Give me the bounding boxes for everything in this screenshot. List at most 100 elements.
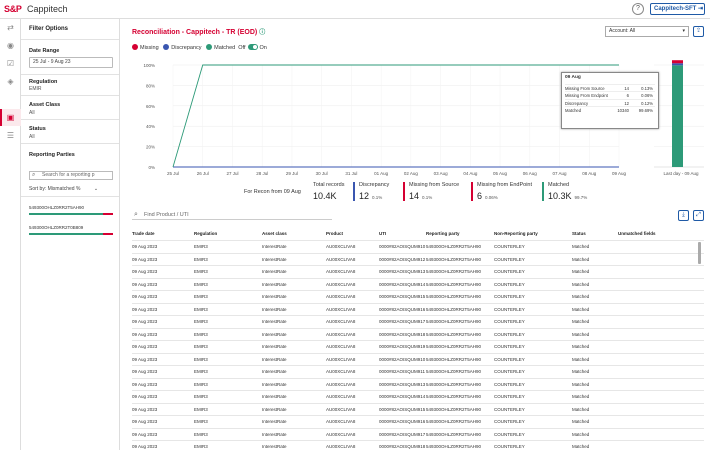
table-row[interactable]: 09 Aug 2023 EMIR3 InterestRate AU00XCLIVA8 0… (132, 429, 704, 441)
date-range-input[interactable]: 25 Jul - 9 Aug 23 (29, 57, 113, 68)
table-row[interactable]: 09 Aug 2023 EMIR3 InterestRate AU00XCLIVA8 0… (132, 266, 704, 279)
column-header[interactable]: UTI (379, 231, 387, 236)
expand-button[interactable]: ⤢ (693, 210, 704, 221)
column-header[interactable]: Reporting party (426, 231, 460, 236)
party-search-input[interactable]: Search for a reporting p (29, 171, 113, 180)
find-input[interactable]: Find Product / UTI (132, 210, 332, 220)
table-cell: 0000#82AOISQUM911 (379, 369, 425, 374)
table-row[interactable]: 09 Aug 2023 EMIR3 InterestRate AU00XCLIVA8 0… (132, 241, 704, 254)
column-header[interactable]: Non-Reporting party (494, 231, 538, 236)
date-range-label: Date Range (29, 48, 60, 54)
reconcile-icon[interactable]: ▣ (6, 113, 15, 122)
chart-tooltip: 09 Aug Missing From Source 14 0.13% Missin… (561, 72, 659, 129)
eye-icon[interactable]: ◉ (7, 41, 14, 50)
sort-control[interactable]: Sort by: Mismatched % ⌄ (29, 186, 98, 192)
table-cell: 09 Aug 2023 (132, 419, 158, 424)
column-header[interactable]: Unmatched fields (618, 231, 656, 236)
card-value: 10.4K (313, 191, 337, 201)
table-cell: Matched (572, 331, 590, 337)
table-cell: InterestRate (262, 419, 287, 424)
table-row[interactable]: 09 Aug 2023 EMIR3 InterestRate AU00XCLIVA8 0… (132, 329, 704, 341)
table-cell: EMIR3 (194, 281, 208, 287)
asset-class-value[interactable]: All (29, 110, 35, 116)
party-item-2[interactable]: 549300OHLZ0RR2T0B809 (29, 225, 84, 230)
search-icon: ⌕ (134, 211, 138, 218)
tooltip-label: Missing From Endpoint (565, 93, 608, 99)
table-cell: COUNTERLEY (494, 356, 525, 362)
user-menu-label: Cappitech-SFT (654, 6, 697, 12)
icon-rail: ⇄ ◉ ☑ ◈ ▣ ☰ (0, 19, 21, 450)
tooltip-label: Discrepancy (565, 100, 589, 106)
table-cell: 549300OHLZ0RR2T5AH90 (426, 294, 482, 299)
sort-value: Mismatched % (47, 186, 81, 192)
table-cell: EMIR3 (194, 256, 208, 262)
x-tick-label: 28 Jul (256, 171, 268, 176)
table-row[interactable]: 09 Aug 2023 EMIR3 InterestRate AU00XCLIVA8 0… (132, 279, 704, 291)
table-cell: AU00XCLIVA8 (326, 431, 356, 437)
summary-card-discrepancy[interactable]: Discrepancy 12 0.1% (353, 182, 389, 201)
column-header[interactable]: Product (326, 231, 344, 236)
legend-matched[interactable]: Matched (214, 45, 236, 51)
help-icon[interactable]: ? (632, 3, 644, 15)
discrepancy-legend-dot (163, 44, 170, 50)
tooltip-pct: 0.06% (641, 93, 653, 99)
regulation-value[interactable]: EMIR (29, 86, 42, 92)
table-cell: EMIR3 (194, 381, 208, 387)
tooltip-label: Missing From Source (565, 86, 605, 91)
table-row[interactable]: 09 Aug 2023 EMIR3 InterestRate AU00XCLIVA8 0… (132, 379, 704, 391)
tooltip-row: Missing From Source 14 0.13% (565, 84, 655, 91)
x-tick-label: 09 Aug (612, 171, 627, 176)
column-header[interactable]: Trade date (132, 231, 155, 236)
table-row[interactable]: 09 Aug 2023 EMIR3 InterestRate AU00XCLIVA8 0… (132, 341, 704, 354)
download-button[interactable]: ⤓ (678, 210, 689, 221)
table-cell: 549300OHLZ0RR2T5AH90 (426, 419, 482, 424)
table-cell: InterestRate (262, 381, 287, 387)
table-cell: EMIR3 (194, 444, 208, 449)
checklist-icon[interactable]: ☑ (6, 59, 15, 68)
legend-discrepancy[interactable]: Discrepancy (171, 45, 202, 51)
tooltip-pct: 0.12% (641, 100, 653, 106)
table-icon[interactable]: ☰ (6, 131, 15, 140)
card-pct: 99.7% (574, 195, 588, 200)
table-cell: COUNTERLEY (494, 394, 525, 399)
table-cell: EMIR3 (194, 406, 208, 412)
status-value[interactable]: All (29, 134, 35, 140)
table-row[interactable]: 09 Aug 2023 EMIR3 InterestRate AU00XCLIVA8 0… (132, 366, 704, 379)
table-scrollbar[interactable] (698, 242, 701, 264)
card-title: Total records (313, 182, 345, 188)
user-menu-button[interactable]: Cappitech-SFT ⇥ (650, 3, 705, 15)
table-row[interactable]: 09 Aug 2023 EMIR3 InterestRate AU00XCLIVA8 0… (132, 391, 704, 404)
table-cell: AU00XCLIVA8 (326, 381, 356, 387)
matched-toggle[interactable] (247, 44, 258, 50)
summary-card-missing-source[interactable]: Missing from Source 14 0.1% (403, 182, 459, 201)
account-select[interactable]: Account: All ▾ (605, 26, 689, 37)
table-cell: 549300OHLZ0RR2T5AH90 (426, 319, 482, 324)
column-header[interactable]: Regulation (194, 231, 218, 236)
column-header[interactable]: Status (572, 231, 586, 236)
table-cell: 09 Aug 2023 (132, 331, 158, 337)
table-cell: EMIR3 (194, 306, 208, 312)
x-tick-label: 26 Jul (197, 171, 209, 176)
table-cell: AU00XCLIVA8 (326, 269, 356, 274)
refresh-icon[interactable]: ⇄ (7, 23, 14, 32)
column-header[interactable]: Asset class (262, 231, 287, 236)
table-row[interactable]: 09 Aug 2023 EMIR3 InterestRate AU00XCLIVA8 0… (132, 304, 704, 316)
legend-missing[interactable]: Missing (140, 45, 159, 51)
table-row[interactable]: 09 Aug 2023 EMIR3 InterestRate AU00XCLIVA8 0… (132, 404, 704, 416)
table-row[interactable]: 09 Aug 2023 EMIR3 InterestRate AU00XCLIVA8 0… (132, 441, 704, 450)
party-item-1[interactable]: 549300OHLZ0RR2T5AH90 (29, 205, 85, 210)
asset-class-label: Asset Class (29, 102, 61, 108)
table-cell: AU00XCLIVA8 (326, 319, 356, 324)
export-icon: ⇪ (695, 28, 702, 34)
summary-card-missing-endpoint[interactable]: Missing from EndPoint 6 0.06% (471, 182, 532, 201)
table-cell: Matched (572, 431, 590, 437)
export-button[interactable]: ⇪ (693, 26, 704, 37)
table-row[interactable]: 09 Aug 2023 EMIR3 InterestRate AU00XCLIVA8 0… (132, 254, 704, 266)
table-row[interactable]: 09 Aug 2023 EMIR3 InterestRate AU00XCLIVA8 0… (132, 354, 704, 366)
table-cell: InterestRate (262, 269, 287, 274)
summary-card-matched[interactable]: Matched 10.3K 99.7% (542, 182, 587, 201)
table-row[interactable]: 09 Aug 2023 EMIR3 InterestRate AU00XCLIVA8 0… (132, 416, 704, 429)
layers-icon[interactable]: ◈ (7, 77, 14, 86)
table-row[interactable]: 09 Aug 2023 EMIR3 InterestRate AU00XCLIVA8 0… (132, 291, 704, 304)
table-row[interactable]: 09 Aug 2023 EMIR3 InterestRate AU00XCLIVA8 0… (132, 316, 704, 329)
